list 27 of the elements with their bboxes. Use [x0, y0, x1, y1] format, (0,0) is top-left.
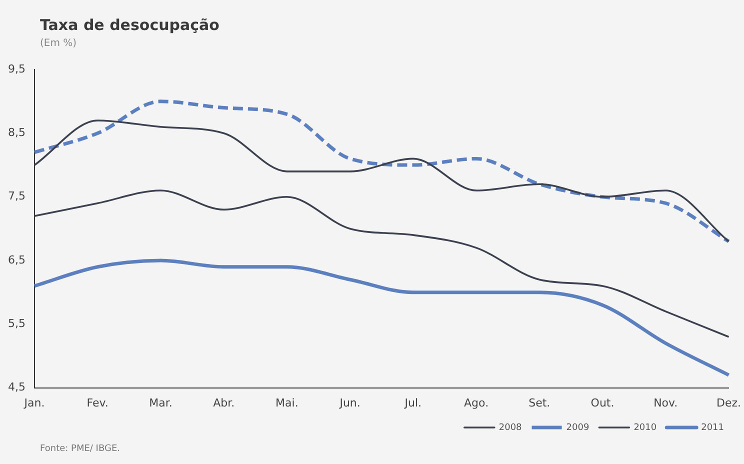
x-tick-label: Abr.	[213, 396, 235, 410]
chart-subtitle: (Em %)	[40, 38, 77, 49]
x-tick-label: Mai.	[276, 396, 298, 410]
x-tick-label: Set.	[528, 396, 550, 410]
legend-label: 2011	[701, 422, 724, 433]
y-tick-label: 9,5	[8, 62, 26, 76]
x-tick-label: Fev.	[86, 396, 108, 410]
y-tick-label: 6,5	[8, 253, 26, 266]
chart-title: Taxa de desocupação	[40, 16, 220, 34]
legend-label: 2008	[498, 422, 522, 433]
x-tick-label: Dez.	[716, 396, 742, 410]
line-series	[34, 190, 730, 338]
x-tick-label: Nov.	[654, 396, 678, 410]
x-tick-label: Jun.	[338, 396, 360, 410]
legend-label: 2010	[634, 422, 657, 433]
x-tick-label: Jul.	[404, 396, 422, 410]
x-tick-label: Out.	[590, 396, 614, 410]
y-tick-label: 7,5	[8, 190, 26, 203]
x-tick-label: Mar.	[149, 396, 172, 410]
y-tick-label: 5,5	[8, 317, 26, 330]
legend-label: 2009	[566, 422, 590, 433]
source-note: Fonte: PME/ IBGE.	[40, 444, 120, 454]
line-series	[32, 258, 730, 377]
y-tick-label: 4,5	[8, 380, 26, 394]
y-tick-label: 8,5	[8, 126, 26, 140]
x-tick-label: Ago.	[464, 396, 489, 410]
x-tick-label: Jan.	[23, 396, 45, 410]
